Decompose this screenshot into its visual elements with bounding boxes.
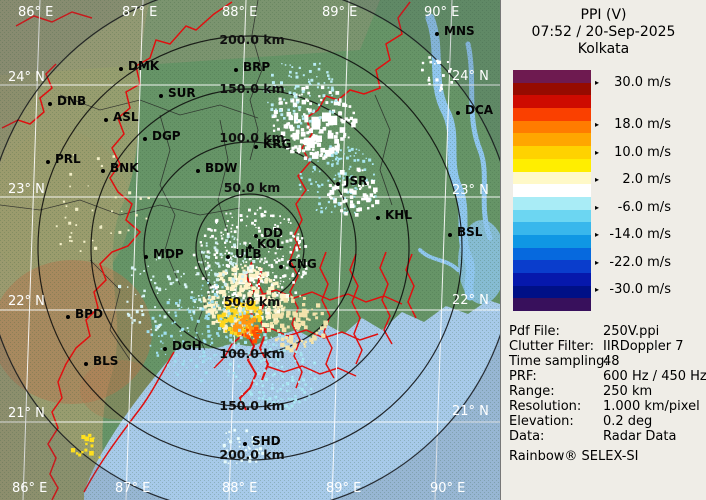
legend-unit: m/s — [643, 75, 671, 90]
metadata-row: Data: Radar Data — [509, 429, 703, 444]
legend-unit: m/s — [643, 172, 671, 187]
site-name: Kolkata — [577, 41, 630, 57]
metadata-row: PRF: 600 Hz / 450 Hz — [509, 369, 706, 384]
metadata-row: Resolution: 1.000 km/pixel — [509, 399, 703, 414]
info-panel: PPI (V) 07:52 / 20-Sep-2025 Kolkata ▸ 30.… — [500, 0, 706, 500]
legend-value: -30.0 — [609, 282, 644, 297]
metadata-value: 250V.ppi — [603, 324, 660, 339]
metadata-label: Range: — [509, 384, 555, 399]
timestamp: 07:52 / 20-Sep-2025 — [531, 24, 676, 40]
graticule-lines — [0, 0, 500, 500]
radar-map-canvas — [0, 0, 500, 500]
colorbar-segment — [513, 108, 591, 121]
title-block: PPI (V) 07:52 / 20-Sep-2025 Kolkata — [501, 7, 706, 58]
legend-tick-icon: ▸ — [595, 285, 600, 294]
velocity-echoes — [55, 56, 454, 465]
metadata-list: Pdf File: 250V.ppi Clutter Filter: IIRDoppl… — [509, 324, 706, 444]
metadata-label: Resolution: — [509, 399, 582, 414]
metadata-row: Range: 250 km — [509, 384, 703, 399]
legend-unit: m/s — [643, 145, 671, 160]
metadata-row: Clutter Filter: IIRDoppler 7 — [509, 339, 703, 354]
legend-unit: m/s — [643, 117, 671, 132]
colorbar-segment — [513, 260, 591, 273]
legend-label: ▸ 30.0 m/s — [595, 76, 671, 90]
colorbar — [513, 70, 591, 312]
metadata-label: Time sampling: — [509, 354, 609, 369]
legend-unit: m/s — [643, 200, 671, 215]
legend-unit: m/s — [643, 255, 671, 270]
software-branding: Rainbow® SELEX-SI — [509, 449, 639, 464]
colorbar-segment — [513, 158, 591, 172]
colorbar-segment — [513, 82, 591, 96]
colorbar-segment — [513, 95, 591, 109]
legend-tick-icon: ▸ — [595, 148, 600, 157]
legend-label: ▸ -22.0 m/s — [595, 256, 671, 270]
legend-unit: m/s — [643, 282, 671, 297]
colorbar-segment — [513, 120, 591, 134]
colorbar-segment — [513, 184, 591, 197]
legend-tick-icon: ▸ — [595, 78, 600, 87]
legend-tick-icon: ▸ — [595, 120, 600, 129]
legend-label: ▸ -6.0 m/s — [595, 201, 671, 215]
metadata-value: Radar Data — [603, 429, 677, 444]
colorbar-segment — [513, 298, 591, 312]
legend-value: 30.0 — [614, 75, 644, 90]
colorbar-segment — [513, 209, 591, 223]
metadata-value: 600 Hz / 450 Hz — [603, 369, 706, 384]
metadata-value: 48 — [603, 354, 620, 369]
legend-labels: ▸ 30.0 m/s ▸ 18.0 m/s ▸ 10.0 m/s ▸ 2.0 m/s ▸ -6.0… — [501, 0, 706, 320]
metadata-row: Time sampling: 48 — [509, 354, 703, 369]
legend-value: 2.0 — [622, 172, 644, 187]
legend-tick-icon: ▸ — [595, 203, 600, 212]
colorbar-segment — [513, 70, 591, 83]
legend-unit: m/s — [643, 227, 671, 242]
legend-value: -14.0 — [609, 227, 644, 242]
legend-label: ▸ 2.0 m/s — [595, 173, 671, 187]
metadata-value: 0.2 deg — [603, 414, 653, 429]
colorbar-segment — [513, 146, 591, 159]
colorbar-segment — [513, 273, 591, 286]
legend-value: 10.0 — [614, 145, 644, 160]
legend-label: ▸ -14.0 m/s — [595, 228, 671, 242]
colorbar-segment — [513, 133, 591, 147]
metadata-label: PRF: — [509, 369, 537, 384]
legend-tick-icon: ▸ — [595, 230, 600, 239]
colorbar-segment — [513, 234, 591, 248]
legend-tick-icon: ▸ — [595, 175, 600, 184]
colorbar-segment — [513, 285, 591, 299]
metadata-label: Pdf File: — [509, 324, 560, 339]
metadata-row: Elevation: 0.2 deg — [509, 414, 703, 429]
metadata-label: Data: — [509, 429, 545, 444]
legend-label: ▸ 18.0 m/s — [595, 118, 671, 132]
metadata-value: 250 km — [603, 384, 653, 399]
metadata-value: IIRDoppler 7 — [603, 339, 684, 354]
colorbar-segment — [513, 196, 591, 210]
legend-value: -22.0 — [609, 255, 644, 270]
colorbar-segment — [513, 222, 591, 235]
colorbar-segment — [513, 171, 591, 185]
product-title: PPI (V) — [580, 7, 627, 23]
legend-label: ▸ 10.0 m/s — [595, 146, 671, 160]
colorbar-segment — [513, 247, 591, 261]
legend-value: -6.0 — [617, 200, 644, 215]
legend-value: 18.0 — [614, 117, 644, 132]
legend-label: ▸ -30.0 m/s — [595, 283, 671, 297]
legend-tick-icon: ▸ — [595, 258, 600, 267]
metadata-label: Clutter Filter: — [509, 339, 594, 354]
metadata-value: 1.000 km/pixel — [603, 399, 700, 414]
metadata-row: Pdf File: 250V.ppi — [509, 324, 703, 339]
radar-map: 86° E 86° E 87° E 87° E 88° E 88° E 89° E 89° E… — [0, 0, 500, 500]
metadata-label: Elevation: — [509, 414, 574, 429]
